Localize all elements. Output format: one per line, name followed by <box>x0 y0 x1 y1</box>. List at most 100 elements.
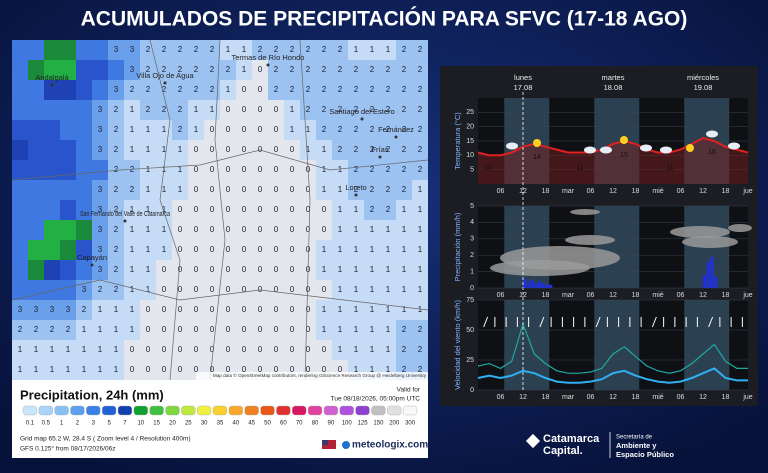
map-cell <box>108 140 125 161</box>
map-cell <box>60 360 77 380</box>
cell-value: 0 <box>306 205 311 214</box>
cell-value: 1 <box>146 125 151 134</box>
map-cell <box>140 260 157 281</box>
cell-value: 2 <box>386 145 391 154</box>
map-cell <box>124 360 141 380</box>
place-dot <box>360 117 364 121</box>
cell-value: 2 <box>210 45 215 54</box>
map-cell <box>252 180 269 201</box>
map-cell <box>220 300 237 321</box>
map-cell <box>332 80 349 101</box>
map-cell <box>92 340 109 361</box>
temperature-annotation: 16 <box>708 149 716 156</box>
map-cell <box>188 180 205 201</box>
cell-value: 0 <box>210 145 215 154</box>
place-label: San Fernando del Valle de Catamarca <box>80 209 171 218</box>
map-cell <box>60 280 77 301</box>
map-cell <box>140 320 157 341</box>
map-cell <box>380 40 397 61</box>
wind-arrow <box>708 316 714 328</box>
cell-value: 1 <box>146 165 151 174</box>
map-cell <box>220 260 237 281</box>
map-cell <box>60 200 77 221</box>
map-cell <box>364 280 381 301</box>
legend-value: 15 <box>153 421 160 427</box>
cell-value: 1 <box>146 265 151 274</box>
map-cell <box>220 340 237 361</box>
legend-swatch <box>212 405 228 416</box>
map-cell <box>28 180 45 201</box>
cell-value: 1 <box>242 45 247 54</box>
map-cell <box>92 300 109 321</box>
map-cell <box>12 180 29 201</box>
map-cell <box>316 220 333 241</box>
x-tick-label: 18 <box>542 188 550 195</box>
cell-value: 2 <box>418 105 423 114</box>
map-cell <box>348 260 365 281</box>
cell-value: 0 <box>322 225 327 234</box>
map-cell <box>236 160 253 181</box>
map-cell <box>396 220 413 241</box>
map-cell <box>380 80 397 101</box>
cell-value: 1 <box>210 105 215 114</box>
map-cell <box>204 320 221 341</box>
map-cell <box>300 40 317 61</box>
cell-value: 1 <box>162 165 167 174</box>
map-cell <box>220 160 237 181</box>
map-cell <box>124 280 141 301</box>
cell-value: 1 <box>338 165 343 174</box>
map-cell <box>284 300 301 321</box>
cell-value: 0 <box>210 225 215 234</box>
legend-value: 50 <box>264 421 271 427</box>
map-cell <box>300 180 317 201</box>
map-cell <box>140 140 157 161</box>
map-cell <box>380 120 397 141</box>
map-cell <box>188 40 205 61</box>
cell-value: 0 <box>290 185 295 194</box>
cell-value: 3 <box>66 305 71 314</box>
weather-icon <box>620 136 628 144</box>
map-cell <box>396 200 413 221</box>
day-name: miércoles <box>687 73 719 82</box>
map-cell <box>12 140 29 161</box>
cell-value: 0 <box>290 285 295 294</box>
y-tick-label: 4 <box>470 219 474 226</box>
cell-value: 0 <box>258 365 263 374</box>
map-cell <box>12 280 29 301</box>
map-cell <box>12 260 29 281</box>
cell-value: 3 <box>34 305 39 314</box>
cell-value: 0 <box>194 345 199 354</box>
cell-value: 1 <box>146 185 151 194</box>
temperature-annotation: 15 <box>620 152 628 159</box>
cell-value: 0 <box>242 325 247 334</box>
cell-value: 1 <box>386 365 391 374</box>
map-cell <box>60 60 77 81</box>
cell-value: 1 <box>338 285 343 294</box>
cell-value: 2 <box>370 105 375 114</box>
map-cell <box>220 220 237 241</box>
y-tick-label: 1 <box>470 268 474 275</box>
cell-value: 2 <box>370 85 375 94</box>
cell-value: 1 <box>354 365 359 374</box>
x-tick-label: 06 <box>587 188 595 195</box>
legend-swatch <box>387 405 402 416</box>
cell-value: 0 <box>194 165 199 174</box>
axis-label: Velocidad del viento (km/h) <box>453 299 462 390</box>
cell-value: 1 <box>370 265 375 274</box>
map-cell <box>204 120 221 141</box>
y-tick-label: 5 <box>470 167 474 174</box>
border <box>12 149 428 181</box>
place-dot <box>266 63 270 67</box>
map-cell <box>76 180 93 201</box>
y-tick-label: 75 <box>466 297 474 304</box>
cell-value: 0 <box>162 305 167 314</box>
cell-value: 0 <box>274 305 279 314</box>
place-dot <box>90 263 94 267</box>
legend-swatch <box>22 405 38 416</box>
cell-value: 0 <box>258 245 263 254</box>
cell-value: 3 <box>114 45 119 54</box>
map-cell <box>396 60 413 81</box>
cell-value: 0 <box>258 225 263 234</box>
cell-value: 0 <box>274 345 279 354</box>
map-cell <box>380 220 397 241</box>
